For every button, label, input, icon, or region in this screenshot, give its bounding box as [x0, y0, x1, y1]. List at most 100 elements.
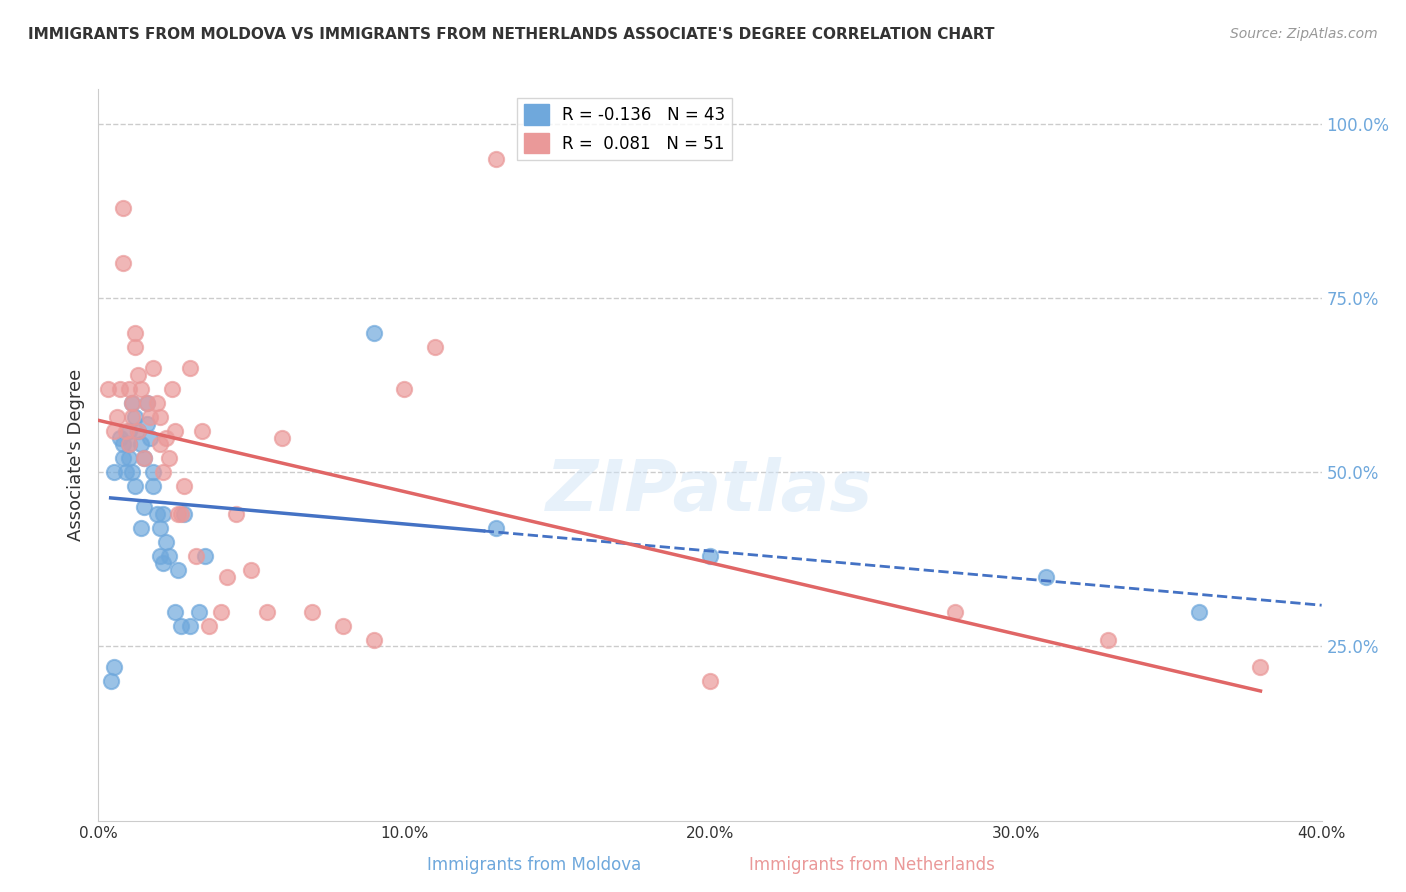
Point [129, 521, 152, 535]
Point [157, 549, 180, 563]
Point [332, 618, 354, 632]
Point [111, 437, 134, 451]
Point [124, 326, 146, 340]
Point [152, 466, 174, 480]
Point [134, 451, 156, 466]
Point [108, 382, 131, 396]
Point [134, 500, 156, 515]
Point [301, 605, 323, 619]
Point [118, 382, 141, 396]
Point [115, 424, 138, 438]
Point [136, 395, 159, 409]
Point [124, 340, 146, 354]
Point [152, 556, 174, 570]
Point [118, 424, 141, 438]
Point [139, 430, 162, 444]
Point [142, 466, 165, 480]
Point [209, 605, 232, 619]
Legend: R = -0.136   N = 43, R =  0.081   N = 51: R = -0.136 N = 43, R = 0.081 N = 51 [517, 97, 731, 160]
Point [194, 549, 217, 563]
Point [485, 521, 508, 535]
Point [167, 507, 190, 521]
Point [108, 430, 131, 444]
Point [111, 451, 134, 466]
Point [240, 563, 263, 577]
Point [167, 563, 190, 577]
Point [423, 340, 446, 354]
Point [118, 437, 141, 451]
Point [160, 382, 183, 396]
Text: IMMIGRANTS FROM MOLDOVA VS IMMIGRANTS FROM NETHERLANDS ASSOCIATE'S DEGREE CORREL: IMMIGRANTS FROM MOLDOVA VS IMMIGRANTS FR… [28, 27, 994, 42]
Point [699, 549, 721, 563]
Point [173, 507, 195, 521]
Point [163, 424, 186, 438]
Point [136, 417, 159, 431]
Point [170, 507, 193, 521]
Point [124, 479, 146, 493]
Point [136, 395, 159, 409]
Point [111, 201, 134, 215]
Point [115, 466, 138, 480]
Point [111, 256, 134, 270]
Point [142, 479, 165, 493]
Point [129, 382, 152, 396]
Point [103, 466, 125, 480]
Point [191, 424, 214, 438]
Point [149, 437, 172, 451]
Point [118, 451, 141, 466]
Point [105, 409, 128, 424]
Point [363, 326, 385, 340]
Text: Immigrants from Moldova: Immigrants from Moldova [427, 856, 641, 874]
Point [121, 395, 143, 409]
Point [121, 466, 143, 480]
Point [149, 409, 172, 424]
Point [97, 382, 120, 396]
Point [127, 424, 149, 438]
Point [256, 605, 278, 619]
Point [149, 521, 172, 535]
Point [157, 451, 180, 466]
Point [363, 632, 385, 647]
Point [121, 409, 143, 424]
Point [1097, 632, 1119, 647]
Point [1035, 570, 1057, 584]
Point [188, 605, 211, 619]
Point [145, 395, 167, 409]
Point [129, 437, 152, 451]
Point [155, 430, 177, 444]
Point [699, 674, 721, 689]
Point [392, 382, 416, 396]
Text: Source: ZipAtlas.com: Source: ZipAtlas.com [1230, 27, 1378, 41]
Point [179, 360, 201, 375]
Point [1188, 605, 1211, 619]
Point [197, 618, 219, 632]
Point [134, 451, 156, 466]
Point [1249, 660, 1271, 674]
Y-axis label: Associate's Degree: Associate's Degree [66, 368, 84, 541]
Point [186, 549, 208, 563]
Point [127, 368, 149, 382]
Point [139, 409, 162, 424]
Point [225, 507, 247, 521]
Point [270, 430, 292, 444]
Point [100, 674, 122, 689]
Point [149, 549, 172, 563]
Point [155, 535, 177, 549]
Point [943, 605, 966, 619]
Point [127, 424, 149, 438]
Point [145, 507, 167, 521]
Point [163, 605, 186, 619]
Point [485, 152, 508, 166]
Point [124, 409, 146, 424]
Point [215, 570, 238, 584]
Point [103, 424, 125, 438]
Point [118, 437, 141, 451]
Point [142, 360, 165, 375]
Text: ZIPatlas: ZIPatlas [547, 457, 873, 526]
Point [170, 618, 193, 632]
Point [152, 507, 174, 521]
Point [121, 395, 143, 409]
Point [173, 479, 195, 493]
Point [103, 660, 125, 674]
Point [179, 618, 201, 632]
